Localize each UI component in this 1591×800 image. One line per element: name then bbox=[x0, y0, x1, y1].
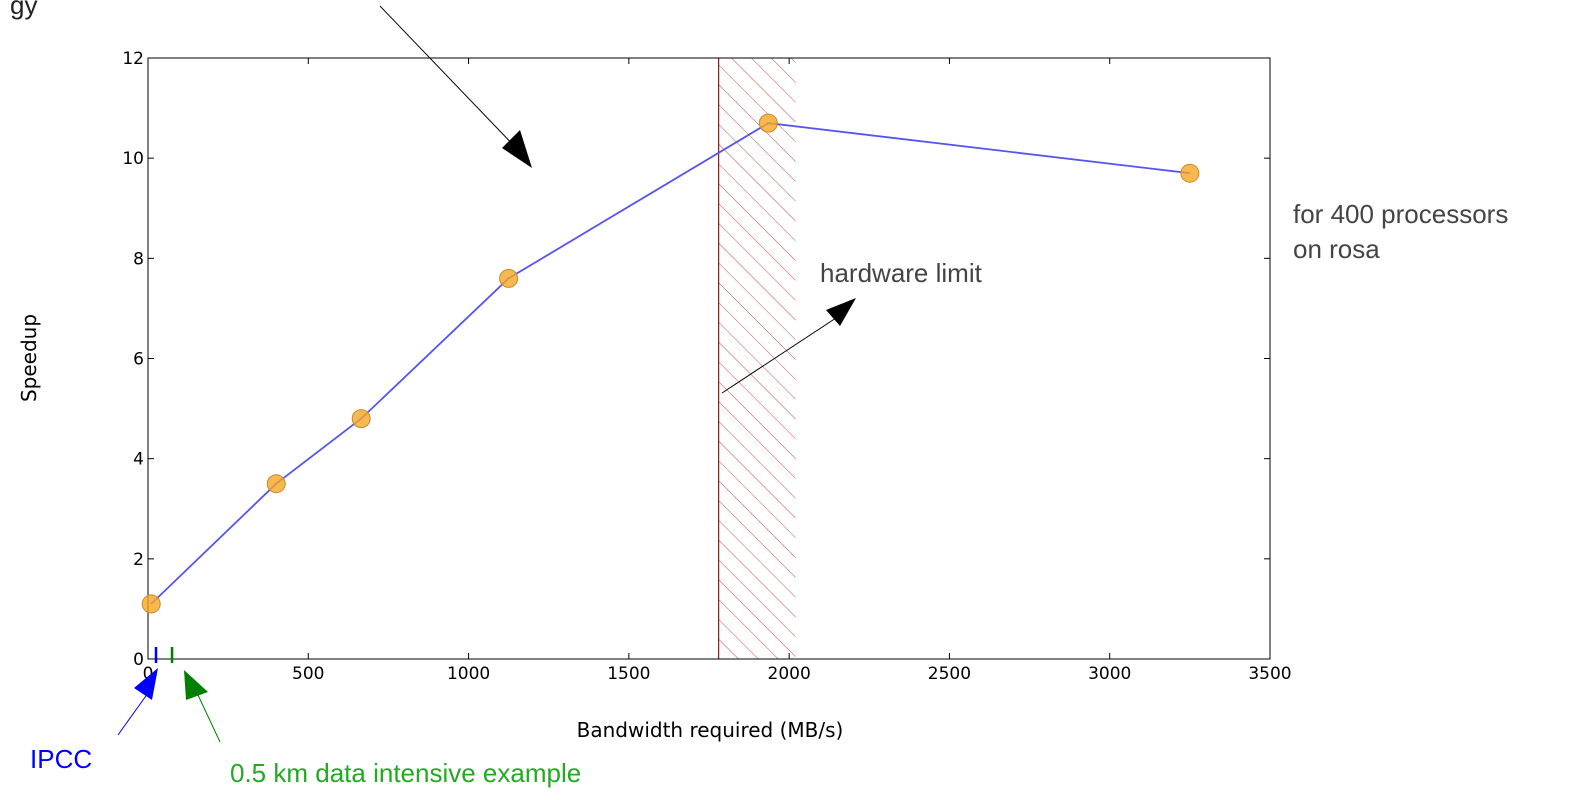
example-label: 0.5 km data intensive example bbox=[230, 758, 581, 788]
series-line bbox=[150, 122, 1191, 605]
data-point bbox=[758, 113, 778, 133]
processors-label-line1: for 400 processors bbox=[1293, 199, 1508, 229]
top-arrow bbox=[379, 5, 532, 168]
data-point bbox=[266, 474, 286, 494]
x-axis-label: Bandwidth required (MB/s) bbox=[577, 718, 844, 742]
y-tick-label: 0 bbox=[133, 650, 144, 670]
x-tick-label: 3500 bbox=[1248, 664, 1291, 684]
data-point bbox=[351, 409, 371, 429]
y-tick-label: 10 bbox=[122, 149, 144, 169]
ipcc-arrow bbox=[117, 668, 158, 736]
tick-labels: 0 500 1000 1500 2000 2500 3000 3500 0 2 4 6 8 10 12 bbox=[122, 49, 1291, 684]
x-tick-label: 0 bbox=[143, 664, 154, 684]
axes-ticks bbox=[147, 57, 1271, 660]
y-tick-label: 12 bbox=[122, 49, 144, 69]
hardware-limit-arrow bbox=[721, 298, 856, 394]
processors-label-line2: on rosa bbox=[1293, 234, 1380, 264]
y-tick-label: 6 bbox=[133, 350, 144, 370]
x-tick-label: 3000 bbox=[1088, 664, 1131, 684]
data-point bbox=[141, 594, 161, 614]
data-points bbox=[141, 113, 1200, 614]
chart-title-fragment: gy bbox=[10, 0, 37, 20]
hardware-limit-region bbox=[718, 58, 796, 659]
y-tick-label: 2 bbox=[133, 550, 144, 570]
y-axis-label: Speedup bbox=[17, 314, 41, 402]
plot-frame bbox=[147, 57, 1271, 660]
data-point bbox=[1180, 163, 1200, 183]
x-tick-label: 2500 bbox=[928, 664, 971, 684]
data-point bbox=[499, 268, 519, 288]
example-arrow bbox=[184, 670, 221, 743]
x-tick-label: 1500 bbox=[607, 664, 650, 684]
marker-ticks bbox=[154, 647, 174, 663]
y-tick-label: 4 bbox=[133, 450, 144, 470]
hardware-limit-label: hardware limit bbox=[820, 258, 983, 288]
x-tick-label: 1000 bbox=[447, 664, 490, 684]
x-tick-label: 500 bbox=[292, 664, 324, 684]
ipcc-label: IPCC bbox=[30, 744, 92, 774]
y-tick-label: 8 bbox=[133, 249, 144, 269]
x-tick-label: 2000 bbox=[768, 664, 811, 684]
